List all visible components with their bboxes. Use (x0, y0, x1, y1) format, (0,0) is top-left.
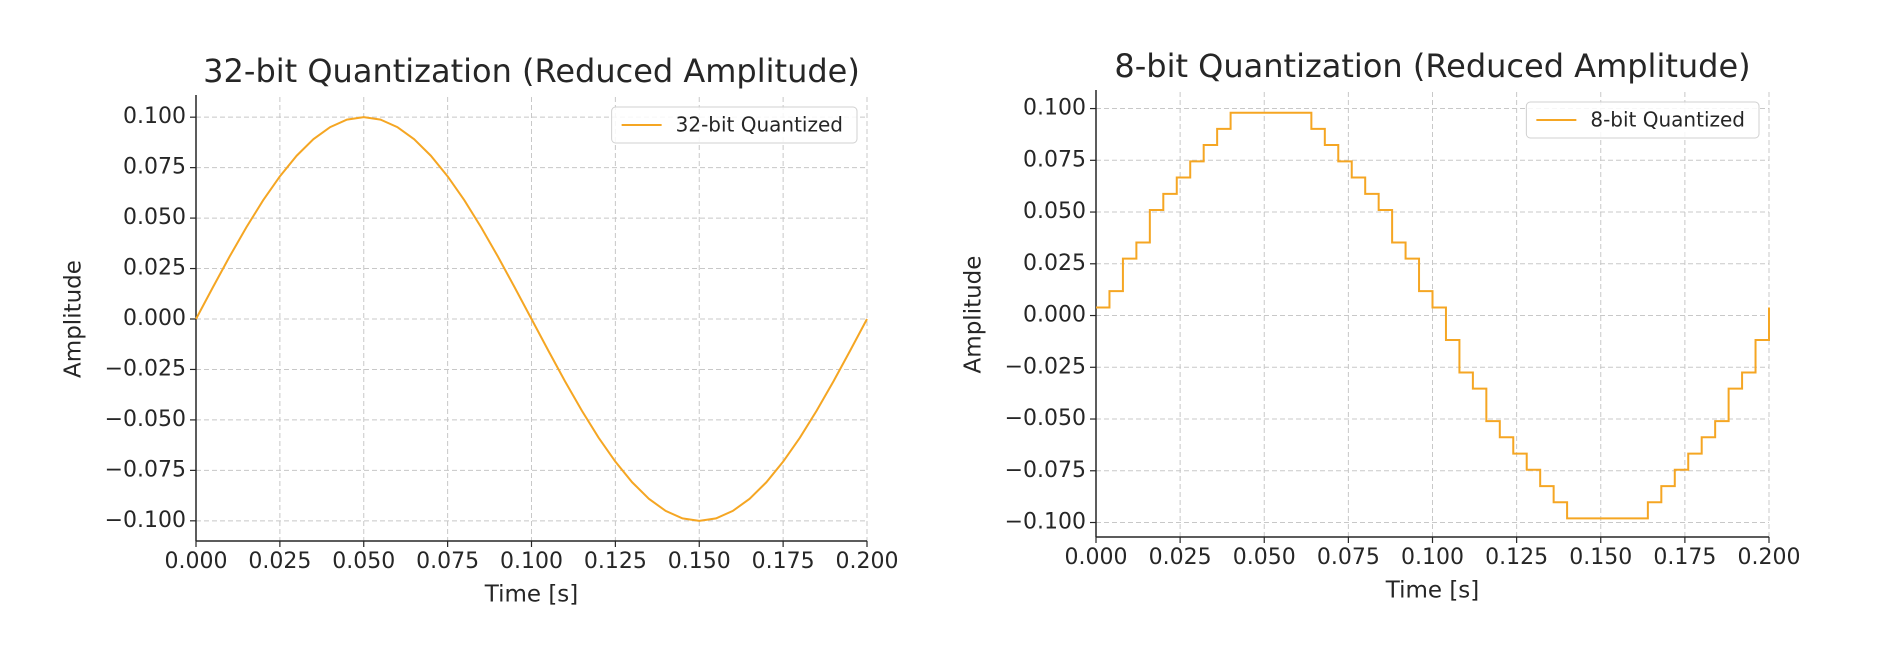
subplot: 0.100 0.075 0.050 0.025 0.000 −0.025 −0.050 −0.… (105, 95, 899, 574)
y-tick-label: 0.100 (1023, 96, 1086, 121)
y-tick-label: 0.050 (123, 205, 186, 230)
x-axis-label: Time [s] (1385, 578, 1480, 604)
y-tick-label: −0.050 (1005, 406, 1086, 431)
x-tick-label: 0.175 (1653, 545, 1716, 570)
y-tick-label: 0.075 (1023, 147, 1086, 172)
y-axis-label: Amplitude (61, 260, 87, 378)
y-tick-label: 0.025 (123, 256, 186, 281)
x-tick-label: 0.000 (1065, 545, 1128, 570)
chart-title: 32-bit Quantization (Reduced Amplitude) (203, 52, 860, 90)
legend-box (611, 106, 858, 144)
chart-title: 8-bit Quantization (Reduced Amplitude) (1114, 47, 1750, 85)
y-tick-label: 0.000 (123, 306, 186, 331)
x-tick-label: 0.050 (1233, 545, 1296, 570)
subplot: 0.100 0.075 0.050 0.025 0.000 −0.025 −0.050 −0.… (1005, 90, 1801, 570)
y-tick-label: −0.100 (1005, 510, 1086, 535)
y-tick-label: 0.050 (1023, 199, 1086, 224)
x-tick-label: 0.175 (752, 549, 815, 574)
x-tick-label: 0.150 (1569, 545, 1632, 570)
legend-label: 8-bit Quantized (1590, 108, 1745, 132)
y-tick-label: −0.025 (1005, 354, 1086, 379)
y-tick-label: −0.075 (1005, 458, 1086, 483)
x-tick-label: 0.150 (668, 549, 731, 574)
legend: 32-bit Quantized (611, 106, 858, 144)
x-axis-label: Time [s] (484, 582, 579, 608)
legend-label: 32-bit Quantized (676, 113, 843, 137)
x-tick-label: 0.125 (1485, 545, 1548, 570)
x-tick-label: 0.200 (1738, 545, 1801, 570)
x-tick-label: 0.075 (416, 549, 479, 574)
x-tick-label: 0.100 (500, 549, 563, 574)
x-tick-label: 0.100 (1401, 545, 1464, 570)
legend-box (1525, 101, 1760, 139)
y-tick-label: 0.025 (1023, 251, 1086, 276)
x-tick-label: 0.025 (248, 549, 311, 574)
data-line (1096, 111, 1770, 520)
y-tick-label: −0.075 (105, 457, 186, 482)
y-tick-label: −0.025 (105, 356, 186, 381)
y-tick-label: −0.050 (105, 407, 186, 432)
x-tick-label: 0.050 (332, 549, 395, 574)
y-axis-label: Amplitude (961, 256, 987, 374)
x-tick-label: 0.075 (1317, 545, 1380, 570)
x-tick-label: 0.200 (836, 549, 899, 574)
y-tick-label: 0.100 (123, 104, 186, 129)
y-tick-label: 0.000 (1023, 303, 1086, 328)
legend: 8-bit Quantized (1525, 101, 1760, 139)
x-tick-label: 0.000 (165, 549, 228, 574)
y-tick-label: −0.100 (105, 508, 186, 533)
x-tick-label: 0.025 (1149, 545, 1212, 570)
y-tick-label: 0.075 (123, 155, 186, 180)
data-line (195, 116, 868, 522)
x-tick-label: 0.125 (584, 549, 647, 574)
